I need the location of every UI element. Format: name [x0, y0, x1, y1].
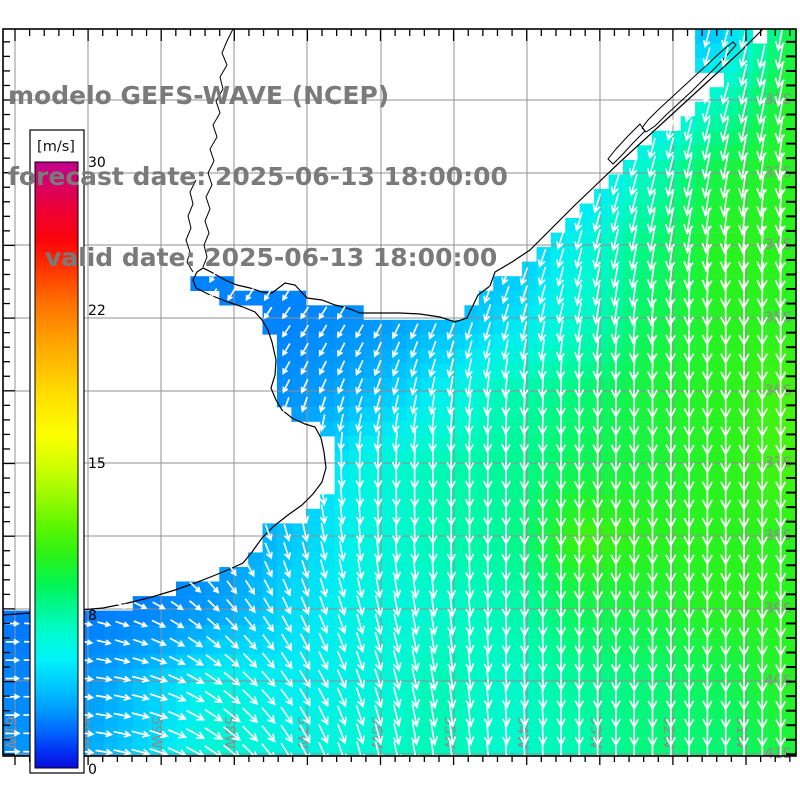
lon-tick-label: 58W [221, 716, 237, 749]
map-frame-and-ticks [2, 28, 797, 765]
colorbar-tick-label: 22 [88, 303, 106, 319]
colorbar-tick-label: 8 [88, 608, 97, 624]
coastline-path [2, 29, 763, 616]
lat-tick-label: 35S [764, 310, 792, 326]
lon-tick-label: 61W [2, 716, 18, 749]
plot-border [2, 28, 797, 757]
lagoon-outline [607, 123, 646, 165]
coastline-layer [2, 28, 763, 616]
lat-tick-label: 32S [764, 92, 792, 108]
colorbar-tick-label: 30 [88, 155, 106, 171]
lat-tick-label: 37S [764, 455, 792, 471]
lat-tick-label: 38S [764, 528, 792, 544]
lat-tick-label: 36S [764, 383, 792, 399]
lat-tick-label: 34S [764, 237, 792, 253]
colorbar-gradient [34, 161, 79, 769]
wind-arrow-glyphs [4, 29, 787, 756]
river-path [202, 28, 234, 268]
colorbar-tick-label: 0 [88, 762, 97, 778]
lat-tick-label: 39S [764, 601, 792, 617]
colorbar-unit-label: [m/s] [37, 139, 75, 155]
lat-tick-label: 41S [764, 746, 792, 762]
river-path [185, 179, 197, 273]
colorbar-tick-label: 15 [88, 456, 106, 472]
wind-arrows-layer [4, 29, 787, 756]
lagoon-outline [641, 41, 737, 133]
lat-tick-label: 33S [764, 165, 792, 181]
colorbar: [m/s] 30 22 15 8 0 [29, 129, 106, 778]
